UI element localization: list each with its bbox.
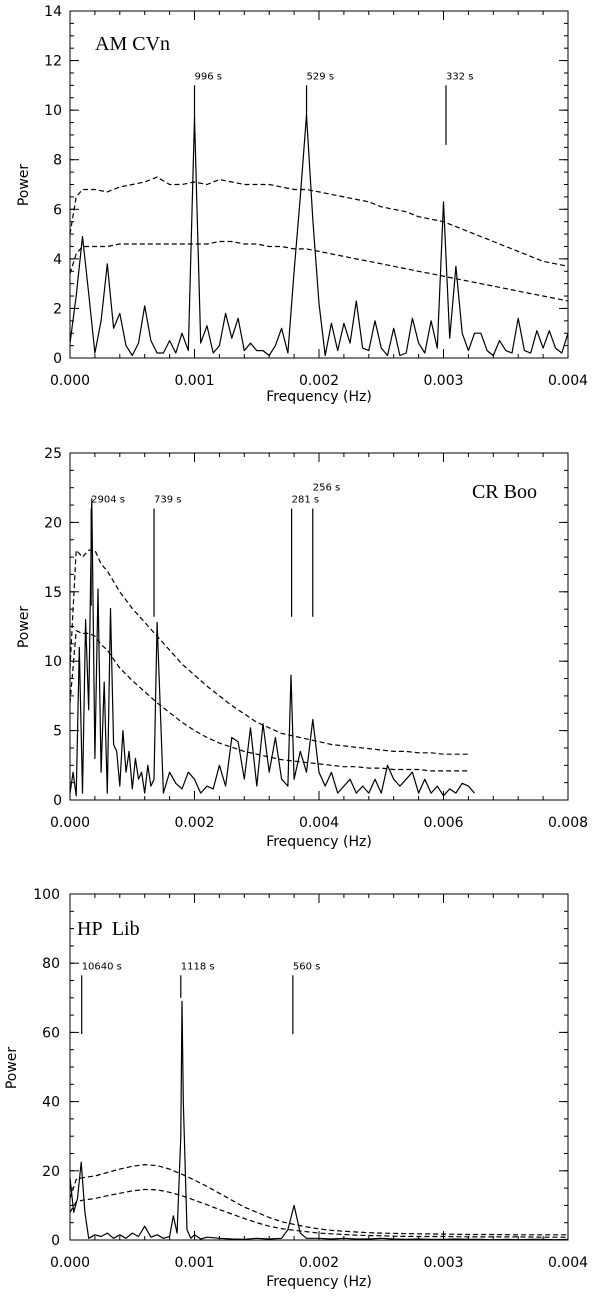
x-tick-label: 0.002 — [174, 815, 214, 831]
significance-curve — [69, 176, 569, 267]
significance-curve — [69, 549, 469, 755]
x-tick-label: 0.002 — [299, 1255, 339, 1271]
panel-title: CR Boo — [472, 481, 537, 503]
x-tick-label: 0.001 — [174, 1255, 214, 1271]
y-tick-label: 6 — [53, 202, 62, 218]
y-tick-label: 20 — [42, 1164, 60, 1180]
y-tick-label: 20 — [44, 515, 62, 531]
significance-curve — [69, 1163, 568, 1236]
y-tick-label: 0 — [51, 1233, 60, 1249]
panel-cr-boo: CR Boo Frequency (Hz) Power 0.000 0.002 0.… — [16, 446, 588, 850]
y-tick-label: 14 — [44, 4, 62, 20]
period-marker-label: 332 s — [446, 71, 473, 82]
period-marker-label: 281 s — [292, 495, 319, 506]
period-marker-label: 10640 s — [82, 961, 122, 972]
plot-content: 0.000 0.001 0.002 0.003 0.004 0 20 40 60 80 100 106… — [33, 887, 588, 1271]
period-marker-label: 256 s — [313, 483, 340, 494]
period-marker-label: 560 s — [293, 961, 320, 972]
y-tick-label: 100 — [33, 887, 60, 903]
period-marker-label: 2904 s — [91, 495, 125, 506]
y-tick-label: 4 — [53, 252, 62, 268]
x-tick-label: 0.000 — [50, 373, 90, 389]
period-marker-label: 996 s — [195, 71, 222, 82]
y-tick-label: 12 — [44, 54, 62, 70]
significance-curve — [69, 1188, 568, 1238]
plot-content: 0.000 0.002 0.004 0.006 0.008 0 5 10 15 20 25 2904 … — [44, 446, 588, 831]
y-tick-label: 80 — [42, 956, 60, 972]
y-tick-label: 5 — [53, 724, 62, 740]
y-tick-label: 60 — [42, 1025, 60, 1041]
y-tick-label: 0 — [53, 793, 62, 809]
x-tick-label: 0.002 — [299, 373, 339, 389]
y-tick-label: 0 — [53, 351, 62, 367]
x-tick-label: 0.006 — [423, 815, 463, 831]
x-tick-label: 0.001 — [174, 373, 214, 389]
y-tick-label: 2 — [53, 301, 62, 317]
x-axis-title: Frequency (Hz) — [266, 834, 372, 850]
x-tick-label: 0.008 — [548, 815, 588, 831]
x-tick-label: 0.003 — [423, 1255, 463, 1271]
x-axis-title: Frequency (Hz) — [266, 1274, 372, 1290]
panel-title: HP Lib — [77, 918, 140, 940]
x-tick-label: 0.004 — [299, 815, 339, 831]
significance-curve — [69, 630, 469, 772]
x-tick-label: 0.004 — [548, 373, 588, 389]
x-tick-label: 0.000 — [50, 815, 90, 831]
plot-content: 0.000 0.001 0.002 0.003 0.004 0 2 4 6 8 10 12 14 996 … — [44, 4, 588, 389]
power-spectrum-line — [69, 114, 569, 357]
power-spectrum-line — [69, 1000, 569, 1241]
y-tick-label: 40 — [42, 1095, 60, 1111]
y-tick-label: 10 — [44, 103, 62, 119]
x-axis-title: Frequency (Hz) — [266, 389, 372, 405]
y-tick-label: 8 — [53, 153, 62, 169]
period-marker-label: 739 s — [154, 495, 181, 506]
significance-curve — [69, 240, 569, 302]
power-spectrum-line — [69, 498, 476, 797]
y-axis-title: Power — [16, 164, 32, 207]
panel-am-cvn: AM CVn Frequency (Hz) Power 0.000 0.001 0.… — [16, 4, 588, 405]
y-axis-title: Power — [16, 606, 32, 649]
x-tick-label: 0.004 — [548, 1255, 588, 1271]
period-marker-label: 529 s — [307, 71, 334, 82]
panel-title: AM CVn — [95, 33, 170, 55]
x-tick-label: 0.003 — [423, 373, 463, 389]
y-tick-label: 10 — [44, 654, 62, 670]
y-tick-label: 15 — [44, 585, 62, 601]
y-axis-title: Power — [4, 1047, 20, 1090]
panel-hp-lib: HP Lib Frequency (Hz) Power 0.000 0.001 0.… — [4, 887, 588, 1290]
x-tick-label: 0.000 — [50, 1255, 90, 1271]
y-tick-label: 25 — [44, 446, 62, 462]
period-marker-label: 1118 s — [181, 961, 215, 972]
